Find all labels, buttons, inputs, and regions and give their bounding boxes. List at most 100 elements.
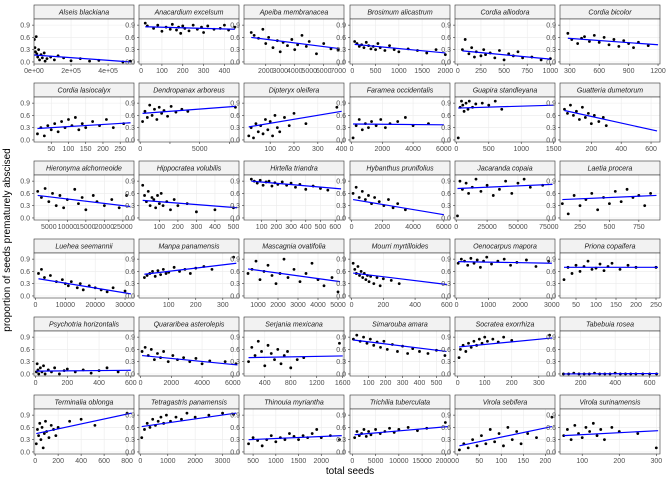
data-point <box>361 190 364 193</box>
data-point <box>387 198 390 201</box>
x-tick-label: 1200 <box>650 68 666 75</box>
x-tick-label: 6000 <box>436 224 452 231</box>
data-point <box>44 373 47 376</box>
data-point <box>576 42 579 45</box>
data-point <box>293 48 296 51</box>
data-point <box>396 350 399 353</box>
panel-background <box>139 409 239 454</box>
data-point <box>632 46 635 49</box>
facet-title: Guapira standleyana <box>473 88 538 95</box>
data-point <box>250 178 253 181</box>
data-point <box>260 350 263 353</box>
data-point <box>382 277 385 280</box>
x-tick-label: 25000 <box>477 224 497 231</box>
x-tick-label: 20000 <box>436 458 456 465</box>
x-tick-label: 400 <box>609 380 621 387</box>
x-tick-label: 1000 <box>250 302 266 309</box>
data-point <box>481 102 484 105</box>
x-tick-label: 100 <box>156 68 168 75</box>
y-tick-label: 0.3 <box>125 47 135 54</box>
data-point <box>247 272 250 275</box>
data-point <box>649 192 652 195</box>
y-tick-label: 0.0 <box>125 59 135 66</box>
x-tick-label: 4000 <box>405 224 421 231</box>
data-point <box>578 118 581 121</box>
facet-title: Thinouia myriantha <box>264 400 324 407</box>
y-tick-label: 0.3 <box>336 125 346 132</box>
data-point <box>427 352 430 355</box>
data-point <box>590 192 593 195</box>
data-point <box>566 112 569 115</box>
y-tick-label: 0.6 <box>546 113 556 120</box>
data-point <box>526 432 529 435</box>
facet-title: Faramea occidentalis <box>367 88 434 95</box>
y-tick-label: 0.0 <box>20 293 30 300</box>
x-tick-label: 400 <box>219 68 231 75</box>
x-tick-label: 0 <box>454 224 458 231</box>
data-point <box>287 276 290 279</box>
data-point <box>290 38 293 41</box>
facet-title: Cordia lasiocalyx <box>58 88 111 95</box>
data-point <box>261 28 264 31</box>
data-point <box>44 420 47 423</box>
data-point <box>80 418 83 421</box>
x-tick-label: 1600 <box>335 380 351 387</box>
x-tick-label: 200 <box>190 302 202 309</box>
data-point <box>465 182 468 185</box>
data-point <box>276 348 279 351</box>
data-point <box>515 430 518 433</box>
data-point <box>592 422 595 425</box>
data-point <box>37 373 40 376</box>
y-tick-label: 0.9 <box>336 101 346 108</box>
x-tick-label: 2000 <box>258 68 274 75</box>
x-tick-label: 300 <box>198 68 210 75</box>
data-point <box>460 258 463 261</box>
data-point <box>338 342 341 345</box>
x-tick-label: 6000 <box>225 380 241 387</box>
data-point <box>377 42 380 45</box>
data-point <box>147 190 150 193</box>
data-point <box>158 202 161 205</box>
data-point <box>293 268 296 271</box>
y-tick-label: 0.0 <box>441 371 451 378</box>
x-tick-label: 200 <box>575 380 587 387</box>
facet-title: Anacardium excelsum <box>154 10 224 17</box>
data-point <box>473 340 476 343</box>
data-point <box>175 29 178 32</box>
data-point <box>148 104 151 107</box>
data-point <box>458 449 461 452</box>
x-tick-label: 500 <box>483 146 495 153</box>
data-point <box>383 49 386 52</box>
data-point <box>378 200 381 203</box>
data-point <box>201 362 204 365</box>
data-point <box>315 428 318 431</box>
data-point <box>118 206 121 209</box>
data-point <box>620 200 623 203</box>
y-tick-label: 0.3 <box>125 437 135 444</box>
data-point <box>566 428 569 431</box>
data-point <box>500 108 503 111</box>
data-point <box>36 132 39 135</box>
y-tick-label: 0.0 <box>441 449 451 456</box>
data-point <box>362 336 365 339</box>
x-tick-label: 200 <box>539 458 551 465</box>
data-point <box>398 282 401 285</box>
data-point <box>593 34 596 37</box>
data-point <box>81 122 84 125</box>
data-point <box>33 38 36 41</box>
x-tick-label: 200 <box>380 380 392 387</box>
x-tick-label: 5000 <box>192 146 208 153</box>
data-point <box>465 102 468 105</box>
y-tick-label: 0.6 <box>546 269 556 276</box>
x-tick-label: 3000 <box>290 302 306 309</box>
x-tick-label: 200 <box>288 146 300 153</box>
y-tick-label: 0.6 <box>336 347 346 354</box>
data-point <box>358 196 361 199</box>
data-point <box>326 189 329 192</box>
data-point <box>42 364 45 367</box>
data-point <box>50 424 53 427</box>
